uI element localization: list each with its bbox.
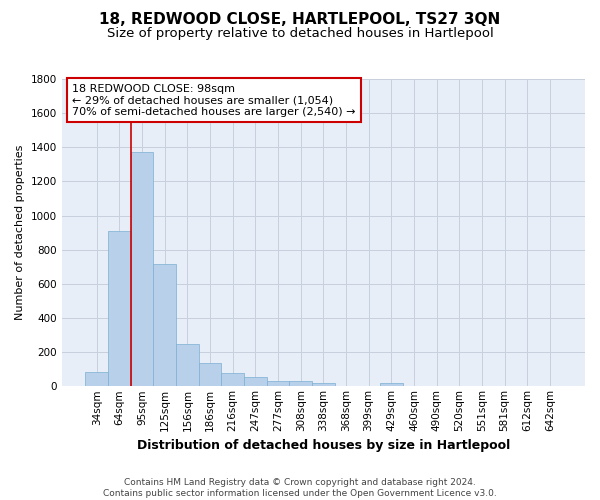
Text: 18, REDWOOD CLOSE, HARTLEPOOL, TS27 3QN: 18, REDWOOD CLOSE, HARTLEPOOL, TS27 3QN bbox=[100, 12, 500, 28]
Bar bbox=[266, 381, 289, 386]
Bar bbox=[131, 152, 154, 386]
Bar bbox=[108, 231, 131, 386]
Bar bbox=[85, 372, 108, 386]
Bar bbox=[154, 264, 176, 386]
Y-axis label: Number of detached properties: Number of detached properties bbox=[15, 145, 25, 320]
Bar bbox=[176, 344, 199, 387]
Text: 18 REDWOOD CLOSE: 98sqm
← 29% of detached houses are smaller (1,054)
70% of semi: 18 REDWOOD CLOSE: 98sqm ← 29% of detache… bbox=[72, 84, 356, 117]
Bar bbox=[221, 372, 244, 386]
Bar bbox=[244, 378, 266, 386]
Bar bbox=[289, 381, 312, 386]
Bar bbox=[199, 363, 221, 386]
Text: Size of property relative to detached houses in Hartlepool: Size of property relative to detached ho… bbox=[107, 28, 493, 40]
Text: Contains HM Land Registry data © Crown copyright and database right 2024.
Contai: Contains HM Land Registry data © Crown c… bbox=[103, 478, 497, 498]
X-axis label: Distribution of detached houses by size in Hartlepool: Distribution of detached houses by size … bbox=[137, 440, 510, 452]
Bar bbox=[380, 383, 403, 386]
Bar bbox=[312, 383, 335, 386]
